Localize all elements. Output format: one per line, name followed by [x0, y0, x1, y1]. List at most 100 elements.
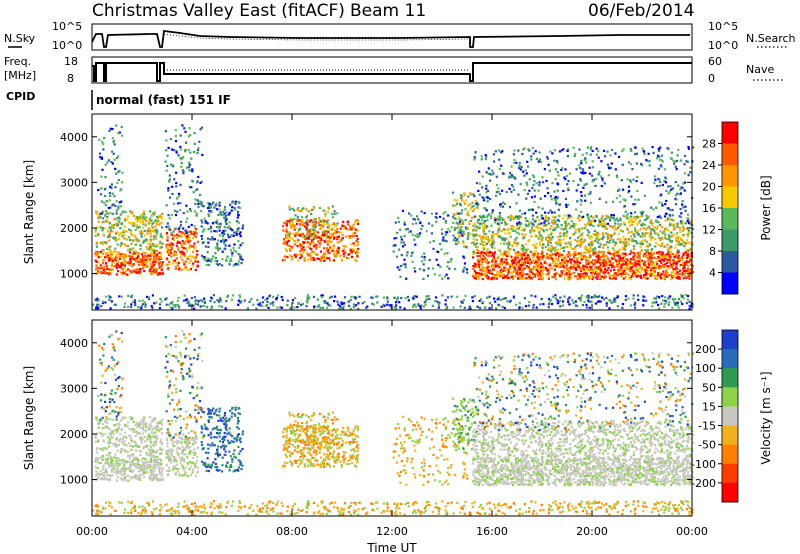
- range-gate-cell: [651, 222, 654, 225]
- range-gate-cell: [616, 265, 619, 268]
- range-gate-cell: [490, 251, 493, 254]
- range-gate-cell: [541, 207, 544, 210]
- range-gate-cell: [325, 306, 329, 309]
- range-gate-cell: [546, 216, 549, 219]
- range-gate-cell: [406, 251, 409, 254]
- range-gate-cell: [563, 176, 566, 179]
- range-gate-cell: [468, 203, 471, 206]
- range-gate-cell: [441, 232, 444, 235]
- range-gate-cell: [672, 224, 675, 227]
- range-gate-cell: [195, 229, 198, 232]
- range-gate-cell: [472, 229, 475, 232]
- range-gate-cell: [664, 219, 667, 222]
- range-gate-cell: [546, 248, 550, 252]
- range-gate-cell: [644, 218, 647, 221]
- range-gate-cell: [296, 223, 299, 226]
- range-gate-cell: [322, 247, 326, 250]
- range-gate-cell: [637, 233, 641, 236]
- range-gate-cell: [129, 248, 132, 251]
- range-gate-cell: [476, 246, 480, 249]
- range-gate-cell: [621, 246, 624, 249]
- range-gate-cell: [183, 235, 186, 238]
- range-gate-cell: [177, 241, 180, 244]
- range-gate-cell: [679, 243, 682, 246]
- range-gate-cell: [635, 152, 638, 155]
- range-gate-cell: [194, 268, 197, 271]
- range-gate-cell: [611, 274, 614, 277]
- range-gate-cell: [589, 190, 592, 194]
- range-gate-cell: [662, 264, 665, 267]
- range-gate-cell: [506, 277, 509, 280]
- range-gate-cell: [613, 249, 616, 252]
- range-gate-cell: [408, 212, 411, 215]
- range-gate-cell: [105, 254, 108, 257]
- range-gate-cell: [300, 221, 303, 224]
- range-gate-cell: [516, 263, 519, 266]
- range-gate-cell: [175, 151, 178, 154]
- range-gate-cell: [333, 212, 336, 215]
- range-gate-cell: [325, 230, 328, 233]
- range-gate-cell: [622, 248, 625, 251]
- range-gate-cell: [158, 251, 161, 254]
- range-gate-cell: [578, 261, 581, 265]
- range-gate-cell: [101, 217, 105, 220]
- range-gate-cell: [670, 278, 673, 281]
- range-gate-cell: [550, 245, 553, 248]
- range-gate-cell: [475, 271, 478, 275]
- range-gate-cell: [601, 179, 604, 182]
- range-gate-cell: [604, 275, 607, 278]
- range-gate-cell: [414, 270, 417, 273]
- range-gate-cell: [650, 256, 653, 259]
- range-gate-cell: [218, 247, 222, 250]
- range-gate-cell: [615, 197, 618, 200]
- range-gate-cell: [288, 245, 291, 248]
- range-gate-cell: [604, 217, 607, 220]
- range-gate-cell: [530, 235, 533, 238]
- range-gate-cell: [477, 265, 480, 268]
- range-gate-cell: [567, 241, 570, 244]
- range-gate-cell: [566, 255, 570, 258]
- range-gate-cell: [323, 233, 326, 236]
- range-gate-cell: [659, 255, 662, 258]
- range-gate-cell: [455, 239, 458, 242]
- range-gate-cell: [642, 262, 646, 265]
- range-gate-cell: [217, 226, 220, 229]
- range-gate-cell: [583, 269, 586, 272]
- range-gate-cell: [671, 208, 674, 212]
- range-gate-cell: [166, 222, 169, 225]
- range-gate-cell: [193, 231, 196, 234]
- range-gate-cell: [683, 261, 687, 264]
- range-gate-cell: [467, 235, 470, 238]
- range-gate-cell: [408, 231, 411, 234]
- range-gate-cell: [500, 216, 503, 220]
- range-gate-cell: [655, 276, 658, 279]
- range-gate-cell: [543, 168, 546, 171]
- range-gate-cell: [524, 258, 527, 261]
- range-gate-cell: [225, 211, 228, 214]
- range-gate-cell: [513, 259, 516, 262]
- range-gate-cell: [569, 278, 572, 281]
- range-gate-cell: [591, 219, 594, 222]
- range-gate-cell: [310, 229, 313, 232]
- range-gate-cell: [98, 138, 101, 141]
- range-gate-cell: [158, 266, 161, 269]
- range-gate-cell: [182, 172, 185, 175]
- range-gate-cell: [526, 248, 529, 251]
- range-gate-cell: [288, 239, 291, 242]
- range-gate-cell: [478, 222, 482, 225]
- range-gate-cell: [118, 221, 121, 224]
- range-gate-cell: [667, 234, 671, 237]
- range-gate-cell: [679, 188, 682, 191]
- range-gate-cell: [184, 247, 187, 250]
- range-gate-cell: [580, 200, 583, 203]
- range-gate-cell: [483, 221, 486, 224]
- range-gate-cell: [165, 257, 168, 260]
- range-gate-cell: [306, 214, 309, 217]
- range-gate-cell: [529, 277, 532, 280]
- range-gate-cell: [416, 215, 419, 218]
- range-gate-cell: [498, 216, 501, 219]
- range-gate-cell: [500, 261, 503, 264]
- range-gate-cell: [321, 254, 325, 257]
- range-gate-cell: [599, 219, 602, 222]
- range-gate-cell: [285, 224, 288, 227]
